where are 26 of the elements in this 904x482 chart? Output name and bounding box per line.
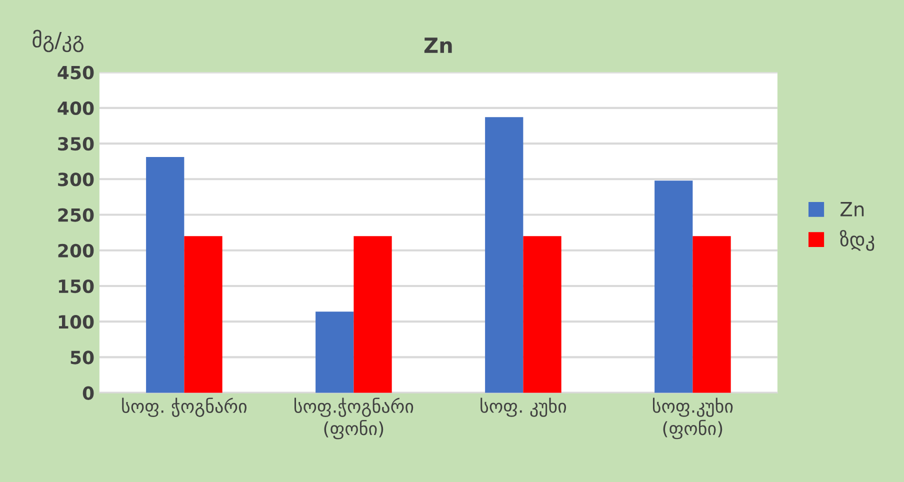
y-tick-label: 100: [58, 315, 94, 329]
legend-label: Zn: [840, 202, 864, 216]
y-tick-label: 0: [82, 386, 94, 400]
y-tick-label: 250: [58, 208, 94, 222]
chart-title: Zn: [424, 38, 452, 53]
bar: [654, 180, 693, 393]
x-tick-label: სოფ.კუხი (ფონი): [652, 398, 733, 440]
y-tick-label: 50: [70, 350, 94, 364]
y-tick-label: 450: [58, 66, 94, 80]
bar: [184, 236, 222, 393]
y-tick-label: 350: [58, 136, 94, 151]
x-tick-label: სოფ. კუხი: [480, 398, 566, 417]
bar: [146, 157, 184, 393]
bar: [316, 312, 354, 393]
y-tick-label: 150: [58, 279, 94, 294]
bar: [485, 117, 524, 393]
y-axis-title: მგ/კგ: [32, 30, 84, 52]
x-tick-label: სოფ.ჭოგნარი (ფონი): [294, 398, 414, 440]
bar: [354, 236, 392, 393]
y-tick-label: 400: [58, 101, 94, 116]
bar: [692, 236, 731, 393]
y-tick-label: 200: [58, 244, 94, 258]
x-tick-label: სოფ. ჭოგნარი: [122, 398, 247, 417]
y-tick-label: 300: [58, 172, 94, 186]
legend-label: ზდკ: [840, 230, 874, 251]
bar: [523, 236, 562, 393]
